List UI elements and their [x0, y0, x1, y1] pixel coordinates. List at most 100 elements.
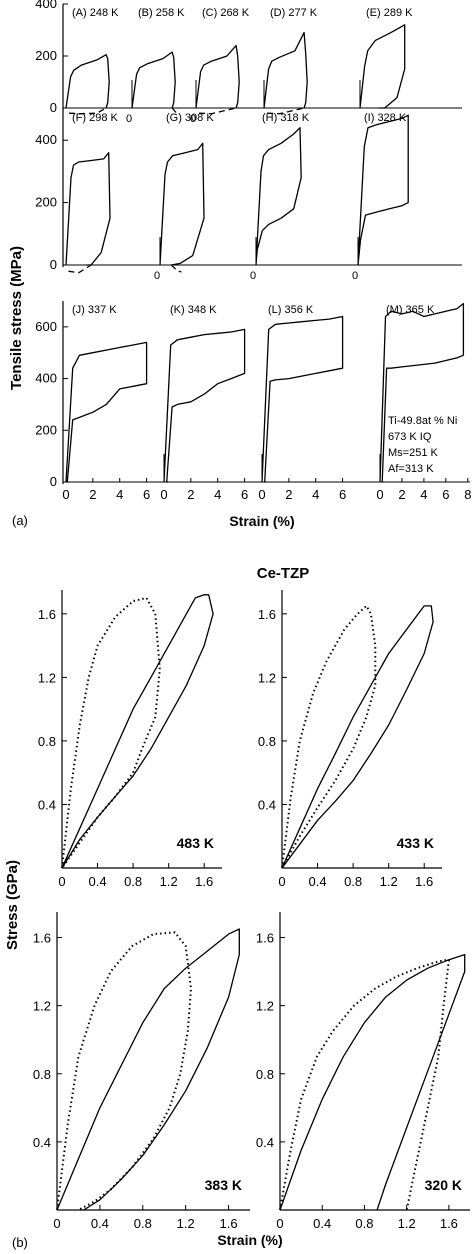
- x-tick-label: 0.8: [355, 1216, 373, 1231]
- subplot-label: (D) 277 K: [270, 7, 318, 19]
- y-tick-label: 400: [35, 371, 57, 386]
- x-tick-label: 0: [278, 874, 285, 889]
- x-tick-label: 6: [442, 487, 449, 502]
- figure-a-panel-label: (a): [12, 513, 28, 528]
- x-tick-label: 0: [53, 1216, 60, 1231]
- subplot--g-308-k: (G) 308 K0: [154, 112, 214, 282]
- subplot-label: (J) 337 K: [72, 304, 117, 316]
- y-tick-label: 0.4: [256, 1135, 274, 1150]
- y-tick-label: 1.6: [256, 931, 274, 946]
- curve-dashed: [170, 264, 182, 273]
- curve-dashed: [69, 107, 107, 115]
- x-tick-label: 0.4: [89, 874, 107, 889]
- x-tick-label: 0.4: [313, 1216, 331, 1231]
- subplot-483-k: 0.4 0.8 1.2 1.6 0 0.4 0.8 1.2 1.6 483 K: [38, 590, 222, 889]
- figure-a-info-line: Af=313 K: [388, 463, 434, 475]
- zero-label: 0: [154, 270, 160, 282]
- curve-solid: [163, 328, 246, 483]
- curve-dotted: [56, 931, 192, 1211]
- curve-dotted: [281, 604, 377, 869]
- subplot--a-248-k: (A) 248 K: [65, 7, 119, 115]
- x-tick-label: 1.2: [398, 1216, 416, 1231]
- x-tick-label: 2: [285, 487, 292, 502]
- y-tick-label: 200: [35, 48, 57, 63]
- x-tick-label: 8: [464, 487, 471, 502]
- figure-a-info-line: 673 K IQ: [388, 431, 432, 443]
- curve-solid: [61, 594, 214, 869]
- x-tick-label: 0.4: [91, 1216, 109, 1231]
- y-tick-label: 1.2: [256, 999, 274, 1014]
- curve-solid: [65, 341, 148, 483]
- y-tick-label: 600: [35, 319, 57, 334]
- x-tick-label: 0: [62, 487, 69, 502]
- y-tick-label: 200: [35, 422, 57, 437]
- curve-solid: [255, 127, 302, 266]
- x-tick-label: 1.6: [195, 874, 213, 889]
- x-tick-label: 6: [339, 487, 346, 502]
- zero-label: 0: [190, 113, 196, 125]
- curve-solid: [65, 54, 110, 109]
- subplot--d-277-k: (D) 277 K: [263, 7, 318, 115]
- temperature-label: 320 K: [425, 1177, 462, 1193]
- figure-b-x-axis-label: Strain (%): [217, 1232, 282, 1248]
- subplot--j-337-k: (J) 337 K 0 2 4 6: [62, 304, 150, 502]
- y-tick-label: 0.4: [38, 797, 56, 812]
- subplot-label: (H) 318 K: [262, 112, 310, 124]
- curve-dashed: [267, 107, 305, 115]
- curve-dashed: [68, 264, 92, 274]
- y-tick-label: 1.2: [258, 670, 276, 685]
- zero-label: 0: [250, 270, 256, 282]
- x-tick-label: 0: [276, 1216, 283, 1231]
- subplot-label: (L) 356 K: [268, 304, 314, 316]
- curve-solid: [281, 605, 434, 869]
- figure-b-y-axis-label: Stress (GPa): [4, 860, 21, 950]
- figure-b-title: Ce-TZP: [257, 565, 310, 582]
- curve-solid: [131, 51, 176, 109]
- zero-label: 0: [352, 270, 358, 282]
- y-tick-label: 0: [50, 474, 57, 489]
- subplot--l-356-k: (L) 356 K 0 2 4 6: [258, 304, 346, 502]
- subplot-label: (B) 258 K: [138, 7, 185, 19]
- subplot--i-328-k: (I) 328 K 0: [352, 112, 409, 282]
- x-tick-label: 0.8: [124, 874, 142, 889]
- x-tick-label: 0.4: [309, 874, 327, 889]
- x-tick-label: 0: [258, 487, 265, 502]
- curve-dotted: [279, 958, 450, 1211]
- x-tick-label: 1.6: [220, 1216, 238, 1231]
- y-tick-label: 0: [50, 100, 57, 115]
- curve-dashed: [199, 107, 237, 115]
- x-tick-label: 1.6: [440, 1216, 458, 1231]
- y-tick-label: 1.6: [258, 607, 276, 622]
- y-tick-label: 0: [50, 257, 57, 272]
- x-tick-label: 1.6: [415, 874, 433, 889]
- x-tick-label: 6: [241, 487, 248, 502]
- curve-solid: [263, 31, 308, 109]
- subplot-320-k: 0.4 0.8 1.2 1.6 0 0.4 0.8 1.2 1.6 320 K: [256, 912, 470, 1231]
- temperature-label: 433 K: [397, 835, 434, 851]
- temperature-label: 383 K: [205, 1177, 242, 1193]
- y-tick-label: 0.8: [33, 1067, 51, 1082]
- figure-b-panel-label: (b): [12, 1235, 28, 1250]
- curve-solid: [65, 152, 111, 266]
- zero-label: 0: [126, 113, 132, 125]
- temperature-label: 483 K: [177, 835, 214, 851]
- x-tick-label: 0: [160, 487, 167, 502]
- x-tick-label: 0: [376, 487, 383, 502]
- subplot-label: (C) 268 K: [202, 7, 250, 19]
- y-tick-label: 400: [35, 132, 57, 147]
- x-tick-label: 1.2: [177, 1216, 195, 1231]
- x-tick-label: 2: [89, 487, 96, 502]
- curve-solid: [159, 142, 205, 266]
- subplot-383-k: 0.4 0.8 1.2 1.6 0 0.4 0.8 1.2 1.6 383 K: [33, 912, 250, 1231]
- y-tick-label: 1.6: [38, 607, 56, 622]
- subplot-label: (E) 289 K: [366, 7, 413, 19]
- subplot--e-289-k: (E) 289 K: [359, 7, 413, 109]
- y-tick-label: 1.6: [33, 931, 51, 946]
- subplot-label: (M) 365 K: [386, 304, 435, 316]
- y-tick-label: 1.2: [38, 670, 56, 685]
- x-tick-label: 6: [143, 487, 150, 502]
- curve-solid: [379, 302, 465, 483]
